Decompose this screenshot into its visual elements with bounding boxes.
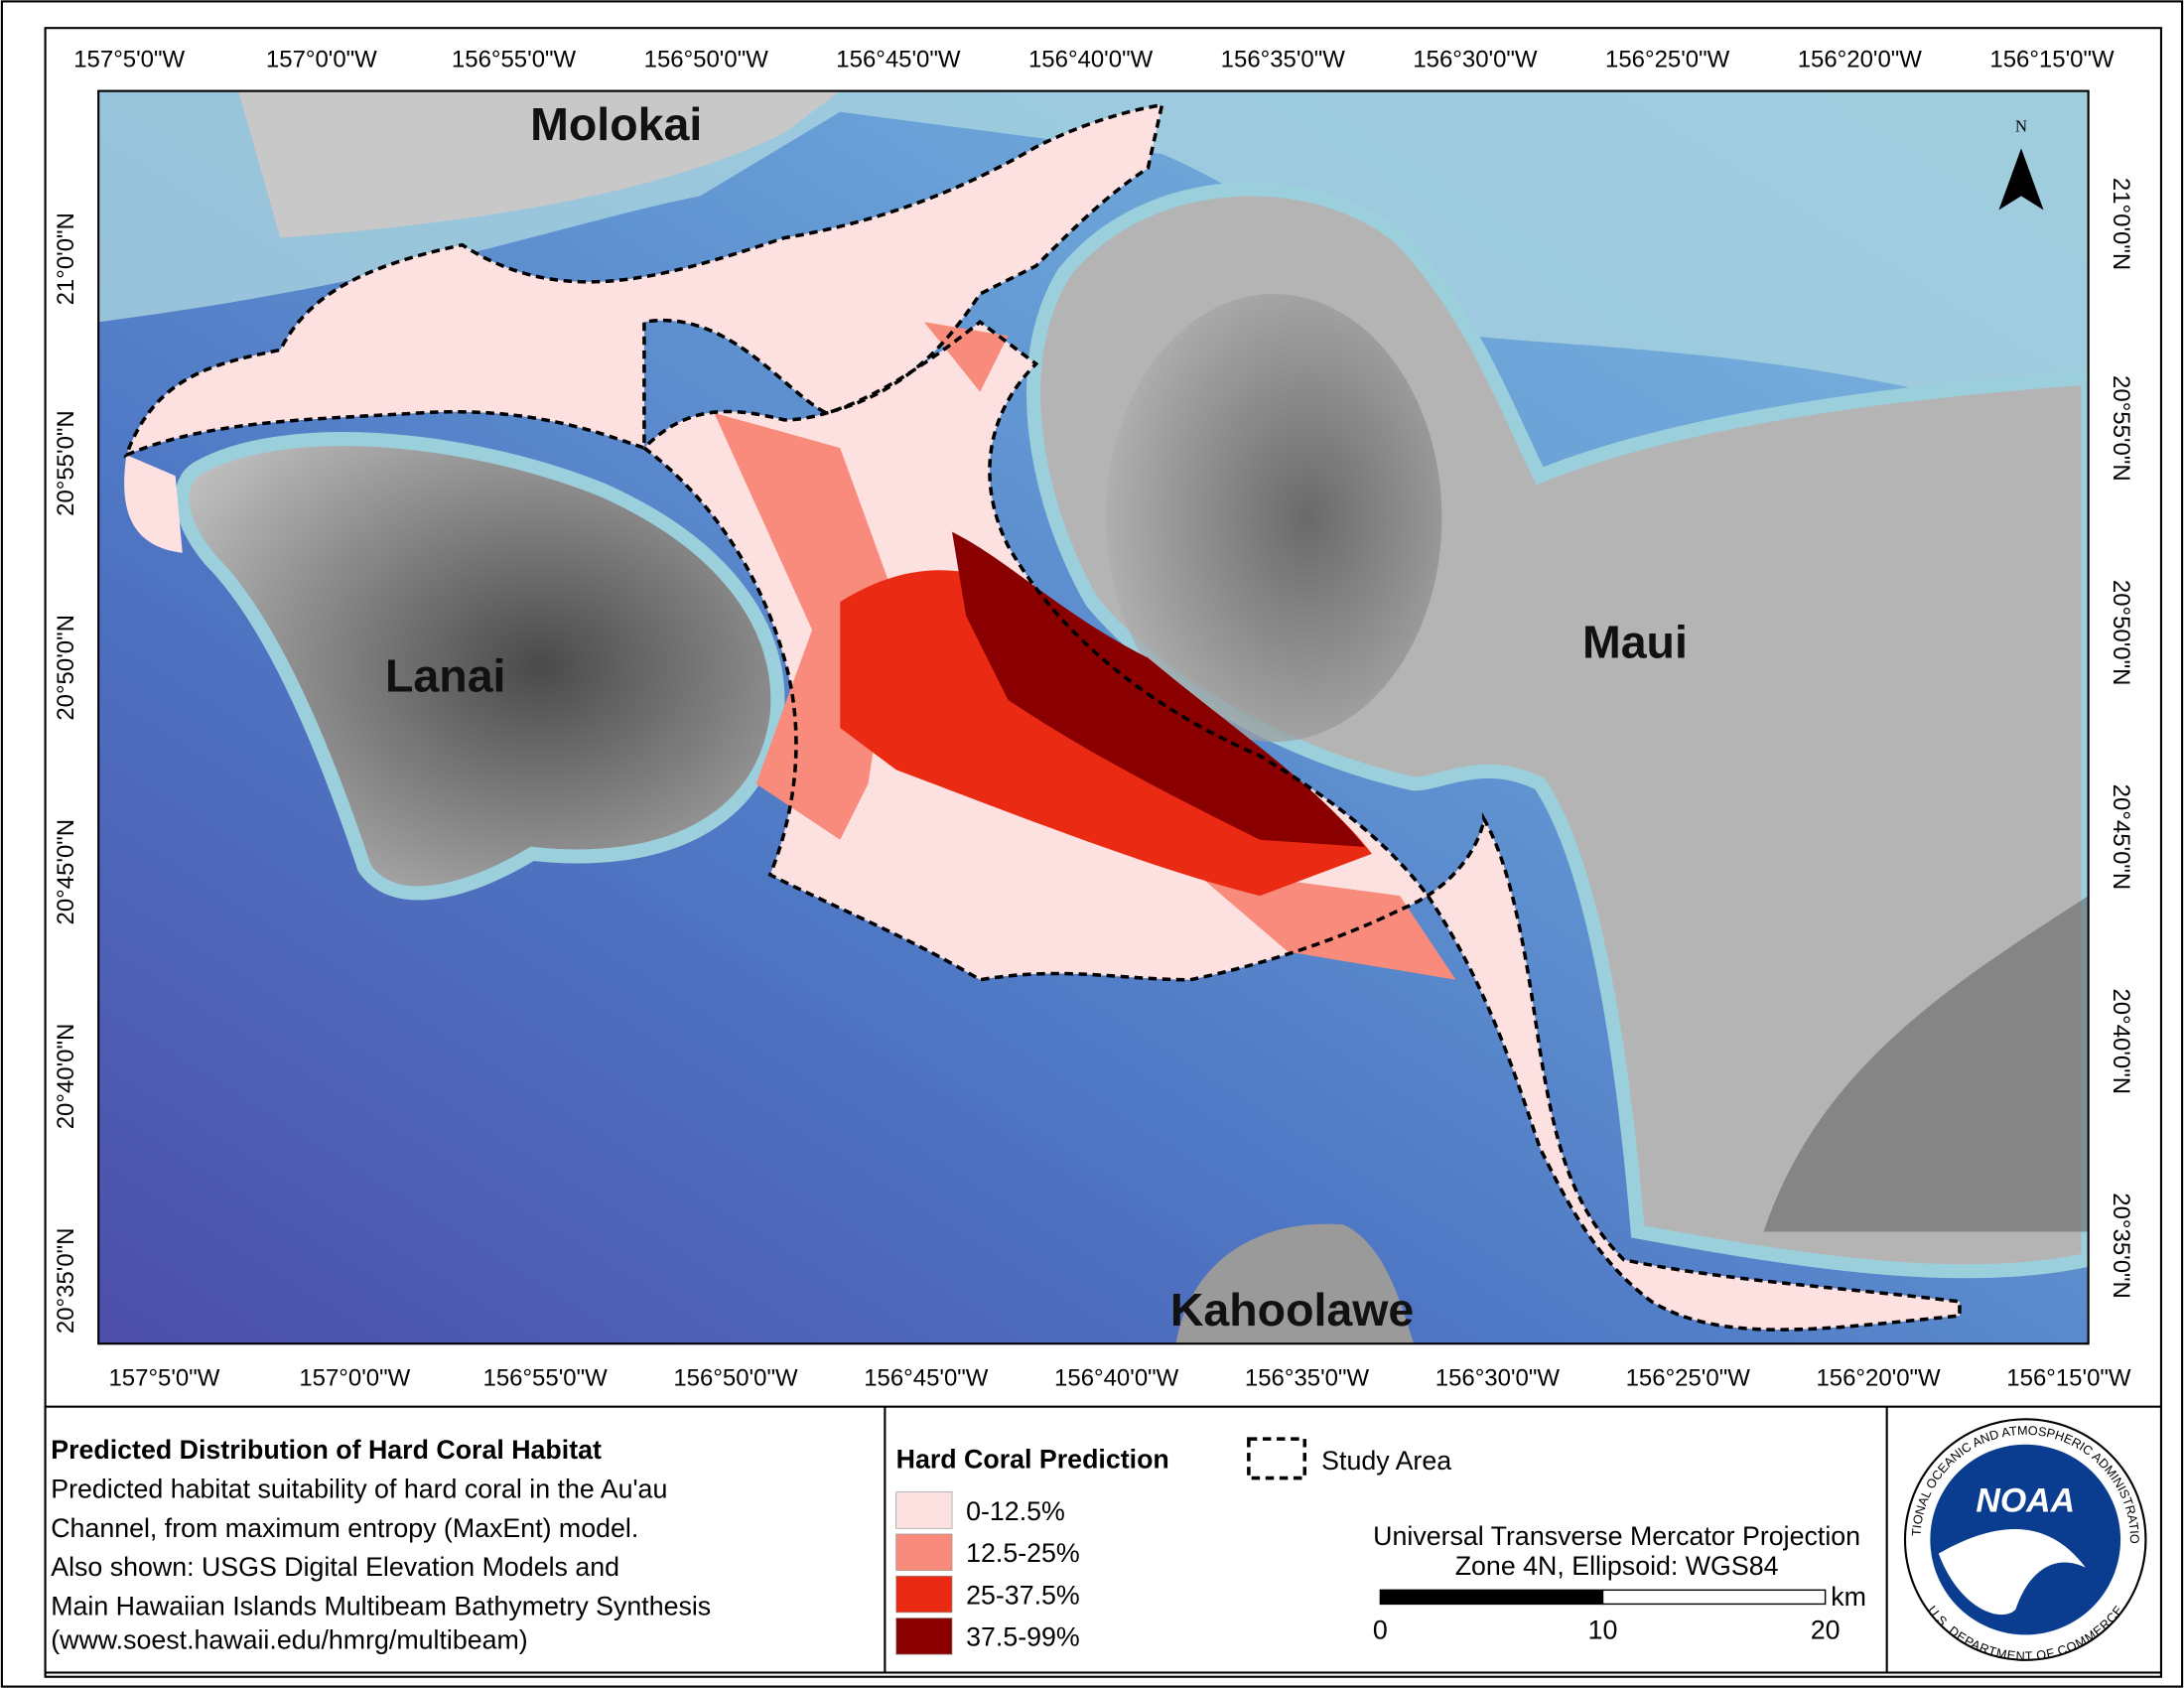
top-tick-label: 156°15'0"W [1989,47,2115,73]
legend: 0-12.5% 12.5-25% 25-37.5% 37.5-99% [895,1491,1080,1655]
right-tick-label: 20°50'0"N [2108,580,2134,686]
island-label: Maui [1582,617,1688,668]
projection-line: Universal Transverse Mercator Projection [1373,1521,1860,1551]
right-tick-label: 20°45'0"N [2108,784,2134,891]
left-tick-label: 21°0'0"N [53,212,79,305]
bottom-tick-label: 156°55'0"W [483,1365,609,1392]
right-tick-label: 20°40'0"N [2108,988,2134,1094]
scale-label: 10 [1588,1616,1618,1645]
footer-box [44,1405,2163,1674]
lanai-land [175,432,785,901]
bottom-tick-label: 156°50'0"W [673,1365,798,1392]
bottom-tick-label: 156°30'0"W [1435,1365,1561,1392]
graticule-labels: 157°5'0"W 157°0'0"W 156°55'0"W 156°50'0"W 15… [53,47,2134,1392]
logo-text: NOAA [1976,1481,2075,1519]
footer-title: Predicted Distribution of Hard Coral Hab… [51,1435,602,1465]
right-tick-label: 20°55'0"N [2108,375,2134,482]
legend-label: Study Area [1321,1446,1451,1476]
description-line: Main Hawaiian Islands Multibeam Bathymet… [51,1592,711,1621]
scale-bar [1601,1589,1827,1606]
legend-label: 25-37.5% [966,1580,1080,1610]
top-tick-label: 156°40'0"W [1028,47,1154,73]
scale: 0 10 20 [1373,1616,1841,1645]
outer-frame [44,27,2163,1678]
north-label: N [2015,117,2027,136]
top-tick-label: 156°25'0"W [1605,47,1730,73]
top-tick-label: 157°5'0"W [73,47,185,73]
bottom-tick-label: 156°40'0"W [1054,1365,1179,1392]
study-area-outline [123,102,1962,1332]
bottom-tick-label: 156°15'0"W [2006,1365,2131,1392]
description-line: Channel, from maximum entropy (MaxEnt) m… [51,1513,638,1543]
bottom-tick-label: 157°0'0"W [299,1365,410,1392]
scale-unit: km [1831,1582,1866,1612]
right-tick-label: 20°35'0"N [2108,1193,2134,1299]
haleakala-slope [1763,896,2089,1232]
study-area-swatch [1247,1437,1307,1480]
scale-label: 0 [1373,1616,1388,1645]
map-body: Molokai Lanai Maui Kahoolawe N [98,90,2089,1344]
top-tick-label: 156°50'0"W [644,47,769,73]
island-label: Lanai [385,649,505,701]
bottom-tick-label: 156°35'0"W [1245,1365,1370,1392]
description: Predicted habitat suitability of hard co… [51,1474,711,1620]
bottom-tick-label: 156°45'0"W [864,1365,989,1392]
legend-title: Hard Coral Prediction [896,1445,1169,1475]
left-tick-label: 20°40'0"N [53,1024,79,1130]
left-tick-label: 20°50'0"N [53,615,79,721]
top-tick-label: 156°30'0"W [1413,47,1538,73]
projection-line: Zone 4N, Ellipsoid: WGS84 [1455,1551,1779,1581]
top-tick-label: 156°35'0"W [1221,47,1346,73]
left-tick-label: 20°35'0"N [53,1228,79,1335]
legend-swatch [895,1618,953,1655]
legend-label: 0-12.5% [966,1496,1065,1526]
description-line: Also shown: USGS Digital Elevation Model… [51,1552,619,1582]
island-label: Molokai [530,98,702,150]
description-line: Predicted habitat suitability of hard co… [51,1474,667,1503]
logo-gull [1938,1529,2086,1616]
bottom-tick-label: 156°25'0"W [1626,1365,1751,1392]
top-tick-label: 156°45'0"W [836,47,961,73]
top-tick-label: 156°55'0"W [452,47,577,73]
legend-swatch [895,1575,953,1614]
top-tick-label: 157°0'0"W [266,47,377,73]
left-tick-label: 20°45'0"N [53,819,79,925]
west-maui-mountains [1106,294,1442,743]
legend-swatch [895,1491,953,1529]
kahoolawe-land [1175,1223,1415,1344]
scale-label: 20 [1811,1616,1841,1645]
legend-label: 37.5-99% [966,1622,1080,1652]
island-label: Kahoolawe [1170,1284,1414,1336]
scale-bar [1379,1589,1604,1606]
right-tick-label: 21°0'0"N [2108,178,2134,270]
molokai-land [238,90,841,238]
map-frame [97,89,2090,1345]
source: (www.soest.hawaii.edu/hmrg/multibeam) [51,1625,527,1655]
projection: Universal Transverse Mercator Projection… [1373,1521,1860,1581]
top-tick-label: 156°20'0"W [1798,47,1923,73]
bottom-tick-label: 156°20'0"W [1816,1365,1941,1392]
bottom-tick-label: 157°5'0"W [108,1365,219,1392]
left-tick-label: 20°55'0"N [53,410,79,516]
north-arrow [1998,148,2044,211]
legend-swatch [895,1533,953,1571]
legend-label: 12.5-25% [966,1538,1080,1568]
